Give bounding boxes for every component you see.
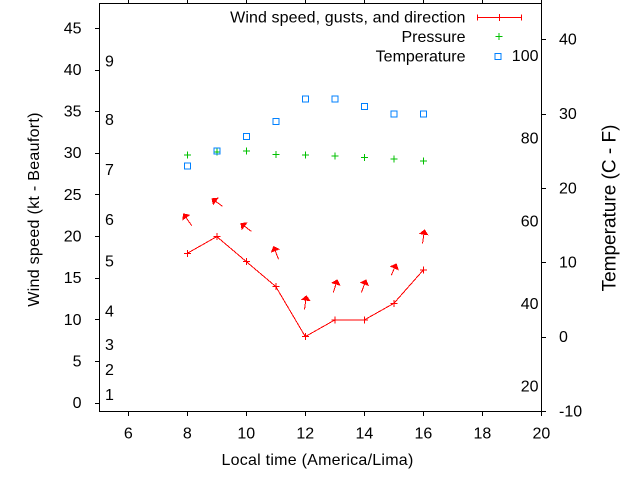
svg-text:Wind speed, gusts, and directi: Wind speed, gusts, and direction <box>230 10 465 27</box>
svg-text:Wind speed (kt - Beaufort): Wind speed (kt - Beaufort) <box>26 112 43 307</box>
svg-text:Local time (America/Lima): Local time (America/Lima) <box>221 452 413 469</box>
svg-text:10: 10 <box>237 426 255 443</box>
svg-text:8: 8 <box>183 426 192 443</box>
svg-text:16: 16 <box>415 426 433 443</box>
svg-text:1: 1 <box>105 387 114 404</box>
svg-text:Pressure: Pressure <box>401 29 465 46</box>
svg-text:60: 60 <box>521 213 539 230</box>
svg-text:6: 6 <box>124 426 133 443</box>
svg-text:3: 3 <box>105 337 114 354</box>
svg-text:4: 4 <box>105 304 114 321</box>
svg-text:15: 15 <box>64 270 82 287</box>
svg-text:0: 0 <box>559 329 568 346</box>
svg-text:35: 35 <box>64 104 82 121</box>
svg-text:40: 40 <box>64 62 82 79</box>
svg-text:9: 9 <box>105 54 114 71</box>
svg-text:100: 100 <box>512 48 539 65</box>
svg-text:20: 20 <box>64 229 82 246</box>
svg-text:20: 20 <box>521 379 539 396</box>
svg-text:-10: -10 <box>559 403 582 420</box>
svg-text:6: 6 <box>105 212 114 229</box>
svg-text:12: 12 <box>296 426 314 443</box>
svg-text:40: 40 <box>559 32 577 49</box>
svg-text:30: 30 <box>559 106 577 123</box>
svg-text:5: 5 <box>105 254 114 271</box>
svg-text:Temperature (C - F): Temperature (C - F) <box>600 125 621 292</box>
svg-text:2: 2 <box>105 362 114 379</box>
svg-text:30: 30 <box>64 145 82 162</box>
svg-text:7: 7 <box>105 162 114 179</box>
svg-text:20: 20 <box>533 426 551 443</box>
svg-text:40: 40 <box>521 296 539 313</box>
svg-text:Temperature: Temperature <box>376 49 466 66</box>
svg-text:10: 10 <box>64 312 82 329</box>
svg-text:25: 25 <box>64 187 82 204</box>
svg-text:0: 0 <box>73 395 82 412</box>
svg-text:5: 5 <box>73 354 82 371</box>
svg-text:14: 14 <box>356 426 374 443</box>
svg-text:20: 20 <box>559 180 577 197</box>
svg-text:8: 8 <box>105 112 114 129</box>
svg-text:45: 45 <box>64 20 82 37</box>
svg-text:80: 80 <box>521 131 539 148</box>
svg-text:18: 18 <box>474 426 492 443</box>
svg-text:10: 10 <box>559 255 577 272</box>
